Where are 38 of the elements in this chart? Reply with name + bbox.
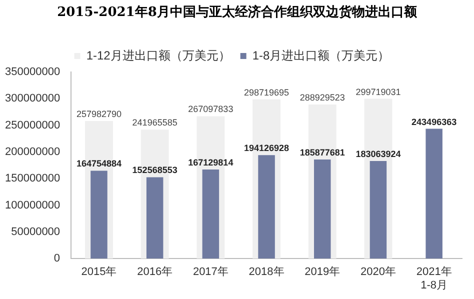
legend-label: 1-8月进出口额（万美元） [252, 48, 390, 62]
bar [258, 155, 275, 259]
data-label: 298719695 [244, 87, 290, 98]
bar [90, 170, 108, 259]
data-label: 243496363 [412, 116, 457, 127]
x-tick-label: 2021年1-8月 [416, 266, 452, 292]
chart-title: 2015-2021年8月中国与亚太经济合作组织双边货物进出口额 [56, 4, 418, 21]
data-label: 185877681 [300, 147, 345, 158]
x-tick-label: 2018年 [248, 266, 284, 278]
legend-label: 1-12月进出口额（万美元） [86, 48, 230, 62]
x-tick-label: 2015年 [81, 266, 117, 278]
bar [314, 160, 331, 259]
y-tick-label: 150000000 [4, 172, 60, 185]
x-tick-label: 2020年 [360, 266, 396, 278]
y-tick-label: 300000000 [4, 92, 60, 105]
data-label: 194126928 [244, 143, 290, 154]
bar [370, 161, 387, 259]
y-tick-label: 100000000 [4, 199, 60, 212]
data-label: 257982790 [76, 109, 122, 120]
bar [146, 177, 164, 259]
y-tick-label: 350000000 [4, 66, 60, 78]
data-label: 241965585 [132, 118, 178, 128]
data-label: 267097833 [188, 104, 234, 114]
data-label: 152568553 [132, 165, 178, 176]
data-label: 164754884 [76, 158, 122, 169]
bar [202, 169, 220, 259]
x-tick-label: 2016年 [137, 266, 173, 278]
y-tick-label: 50000000 [11, 226, 60, 238]
x-tick-label: 2017年 [192, 266, 228, 278]
data-label: 288929523 [300, 92, 345, 103]
data-label: 167129814 [188, 157, 234, 168]
y-tick-label: 200000000 [4, 146, 60, 158]
y-tick-label: 250000000 [4, 119, 60, 132]
y-tick-label: 0 [54, 252, 60, 265]
x-tick-label: 2019年 [304, 266, 340, 278]
bar [426, 128, 442, 259]
data-label: 299719031 [356, 86, 401, 97]
data-label: 183063924 [356, 148, 401, 159]
